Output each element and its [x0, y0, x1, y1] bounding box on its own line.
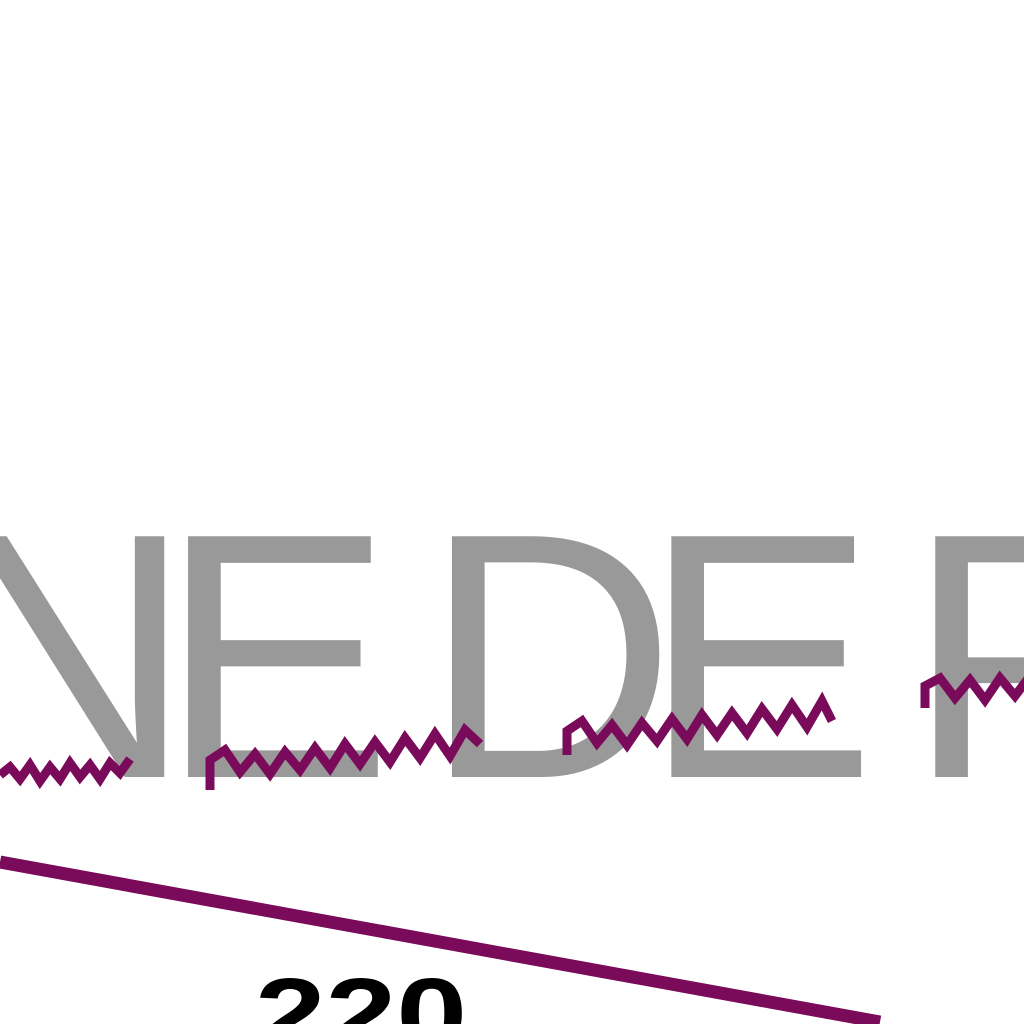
boundary-wave — [920, 670, 1024, 708]
road-number: 220 — [255, 958, 467, 1024]
boundary-wave — [562, 691, 837, 755]
boundary-wave — [205, 722, 484, 790]
boundary-wave — [0, 754, 134, 790]
road-line — [0, 855, 882, 1024]
area-label: NE DE P — [0, 461, 1024, 852]
